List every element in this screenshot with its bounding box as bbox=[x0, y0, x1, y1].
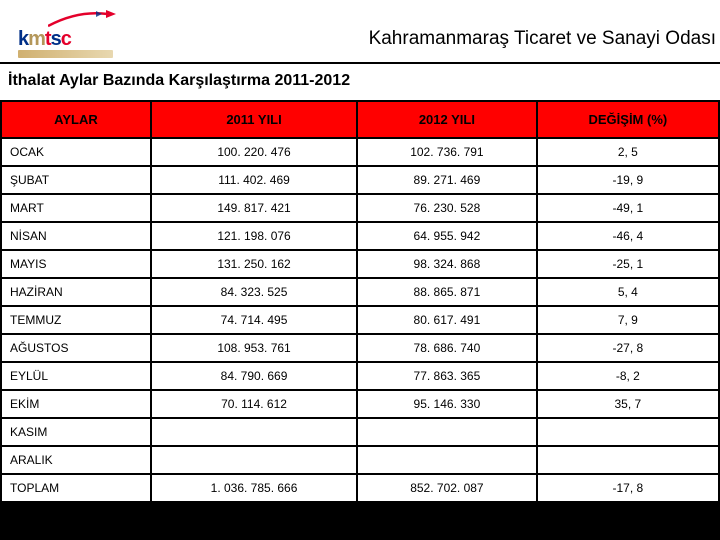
cell-change: 35, 7 bbox=[538, 391, 718, 417]
logo-underline-icon bbox=[18, 50, 113, 58]
cell-change: -19, 9 bbox=[538, 167, 718, 193]
page-title: Kahramanmaraş Ticaret ve Sanayi Odası bbox=[369, 28, 716, 50]
cell-total-chg: -17, 8 bbox=[538, 475, 718, 501]
cell-2011: 84. 323. 525 bbox=[152, 279, 356, 305]
cell-total-month: TOPLAM bbox=[2, 475, 150, 501]
cell-change: 7, 9 bbox=[538, 307, 718, 333]
cell-change: -25, 1 bbox=[538, 251, 718, 277]
cell-change: -27, 8 bbox=[538, 335, 718, 361]
col-header-2011: 2011 YILI bbox=[152, 102, 356, 137]
table-row: HAZİRAN84. 323. 52588. 865. 8715, 4 bbox=[2, 279, 718, 305]
cell-month: NİSAN bbox=[2, 223, 150, 249]
cell-2011: 100. 220. 476 bbox=[152, 139, 356, 165]
cell-month: TEMMUZ bbox=[2, 307, 150, 333]
table-row: KASIM bbox=[2, 419, 718, 445]
cell-2012: 95. 146. 330 bbox=[358, 391, 536, 417]
cell-2011: 70. 114. 612 bbox=[152, 391, 356, 417]
logo-text: kmtsc bbox=[18, 28, 71, 51]
table-row: ŞUBAT111. 402. 46989. 271. 469-19, 9 bbox=[2, 167, 718, 193]
cell-2012: 76. 230. 528 bbox=[358, 195, 536, 221]
cell-2012: 98. 324. 868 bbox=[358, 251, 536, 277]
cell-2012: 89. 271. 469 bbox=[358, 167, 536, 193]
cell-2011: 111. 402. 469 bbox=[152, 167, 356, 193]
cell-change: 2, 5 bbox=[538, 139, 718, 165]
cell-2012 bbox=[358, 419, 536, 445]
cell-month: HAZİRAN bbox=[2, 279, 150, 305]
cell-month: AĞUSTOS bbox=[2, 335, 150, 361]
cell-month: KASIM bbox=[2, 419, 150, 445]
cell-2011: 108. 953. 761 bbox=[152, 335, 356, 361]
cell-2012: 80. 617. 491 bbox=[358, 307, 536, 333]
cell-change: 5, 4 bbox=[538, 279, 718, 305]
col-header-2012: 2012 YILI bbox=[358, 102, 536, 137]
cell-2011: 84. 790. 669 bbox=[152, 363, 356, 389]
table-row: MART149. 817. 42176. 230. 528-49, 1 bbox=[2, 195, 718, 221]
table-row: AĞUSTOS108. 953. 76178. 686. 740-27, 8 bbox=[2, 335, 718, 361]
table-row: ARALIK bbox=[2, 447, 718, 473]
cell-2011: 121. 198. 076 bbox=[152, 223, 356, 249]
cell-month: MAYIS bbox=[2, 251, 150, 277]
cell-2012: 77. 863. 365 bbox=[358, 363, 536, 389]
cell-month: OCAK bbox=[2, 139, 150, 165]
cell-2012: 78. 686. 740 bbox=[358, 335, 536, 361]
table-row: EKİM70. 114. 61295. 146. 33035, 7 bbox=[2, 391, 718, 417]
cell-month: ARALIK bbox=[2, 447, 150, 473]
logo: kmtsc bbox=[10, 6, 120, 58]
col-header-change: DEĞİŞİM (%) bbox=[538, 102, 718, 137]
comparison-table: AYLAR 2011 YILI 2012 YILI DEĞİŞİM (%) OC… bbox=[0, 100, 720, 503]
subtitle: İthalat Aylar Bazında Karşılaştırma 2011… bbox=[0, 64, 720, 100]
cell-2011 bbox=[152, 419, 356, 445]
cell-month: EKİM bbox=[2, 391, 150, 417]
cell-total-y2012: 852. 702. 087 bbox=[358, 475, 536, 501]
cell-change: -49, 1 bbox=[538, 195, 718, 221]
logo-swoosh-icon bbox=[48, 8, 118, 28]
header-bar: kmtsc Kahramanmaraş Ticaret ve Sanayi Od… bbox=[0, 0, 720, 64]
table-row: NİSAN121. 198. 07664. 955. 942-46, 4 bbox=[2, 223, 718, 249]
cell-2012 bbox=[358, 447, 536, 473]
cell-change: -8, 2 bbox=[538, 363, 718, 389]
col-header-months: AYLAR bbox=[2, 102, 150, 137]
cell-month: ŞUBAT bbox=[2, 167, 150, 193]
cell-2011: 74. 714. 495 bbox=[152, 307, 356, 333]
table-row: TEMMUZ74. 714. 49580. 617. 4917, 9 bbox=[2, 307, 718, 333]
table-row: OCAK100. 220. 476102. 736. 7912, 5 bbox=[2, 139, 718, 165]
cell-2011 bbox=[152, 447, 356, 473]
cell-change: -46, 4 bbox=[538, 223, 718, 249]
table-row-total: TOPLAM1. 036. 785. 666852. 702. 087-17, … bbox=[2, 475, 718, 501]
table-row: MAYIS131. 250. 16298. 324. 868-25, 1 bbox=[2, 251, 718, 277]
table-row: EYLÜL84. 790. 66977. 863. 365-8, 2 bbox=[2, 363, 718, 389]
cell-change bbox=[538, 419, 718, 445]
cell-month: EYLÜL bbox=[2, 363, 150, 389]
cell-2012: 64. 955. 942 bbox=[358, 223, 536, 249]
cell-change bbox=[538, 447, 718, 473]
cell-2011: 149. 817. 421 bbox=[152, 195, 356, 221]
table-header-row: AYLAR 2011 YILI 2012 YILI DEĞİŞİM (%) bbox=[2, 102, 718, 137]
cell-month: MART bbox=[2, 195, 150, 221]
cell-total-y2011: 1. 036. 785. 666 bbox=[152, 475, 356, 501]
cell-2012: 102. 736. 791 bbox=[358, 139, 536, 165]
cell-2012: 88. 865. 871 bbox=[358, 279, 536, 305]
cell-2011: 131. 250. 162 bbox=[152, 251, 356, 277]
